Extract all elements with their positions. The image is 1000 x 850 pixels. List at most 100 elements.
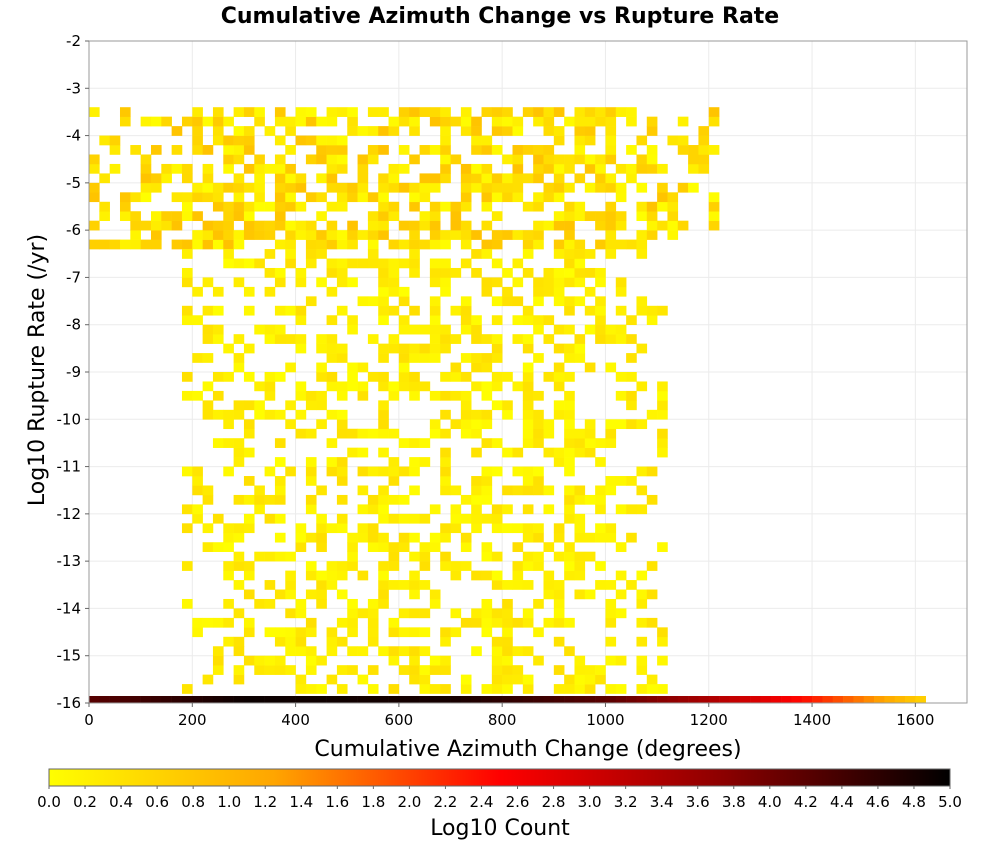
heatmap-cell [533, 296, 544, 307]
heatmap-cell [574, 523, 586, 534]
heatmap-cell [450, 523, 462, 534]
heatmap-cell [677, 116, 689, 127]
colorbar-tick-label: 4.4 [830, 793, 854, 811]
heatmap-cell [367, 249, 379, 259]
heatmap-cell [274, 551, 286, 562]
heatmap-cell [119, 116, 131, 127]
heatmap-cell [522, 334, 534, 344]
heatmap-cell [543, 580, 555, 590]
heatmap-cell [223, 154, 234, 165]
heatmap-cell [316, 362, 327, 373]
heatmap-cell [543, 267, 555, 278]
heatmap-cell [584, 305, 596, 316]
heatmap-cell [667, 211, 679, 221]
heatmap-cell [574, 665, 586, 675]
heatmap-cell [264, 324, 276, 335]
heatmap-cell [202, 220, 214, 231]
heatmap-cell [295, 182, 307, 193]
heatmap-cell [688, 154, 699, 165]
heatmap-cell [264, 220, 276, 231]
colorbar-tick-label: 2.0 [397, 793, 421, 811]
heatmap-cell [295, 116, 307, 127]
heatmap-cell [450, 211, 462, 221]
heatmap-cell [243, 589, 255, 600]
heatmap-cell [564, 220, 575, 231]
heatmap-cell [223, 409, 234, 420]
heatmap-cell [564, 447, 575, 458]
heatmap-cell [491, 674, 503, 685]
heatmap-cell [636, 343, 648, 354]
heatmap-cell [192, 390, 203, 401]
heatmap-cell [274, 324, 286, 335]
heatmap-cell [181, 305, 193, 316]
heatmap-cell [388, 494, 400, 505]
heatmap-cell [243, 372, 255, 382]
heatmap-cell [233, 447, 245, 458]
heatmap-cell [543, 107, 555, 117]
heatmap-cell [460, 182, 472, 193]
heatmap-cell [512, 296, 524, 307]
bottom-row-cell [502, 696, 513, 703]
heatmap-cell [553, 551, 565, 562]
heatmap-cell [605, 324, 617, 335]
heatmap-cell [574, 135, 586, 146]
heatmap-cell [233, 674, 245, 685]
heatmap-cell [212, 126, 224, 136]
heatmap-cell [336, 230, 348, 240]
heatmap-cell [150, 182, 162, 193]
heatmap-cell [595, 220, 606, 231]
heatmap-cell [305, 617, 317, 628]
heatmap-cell [574, 173, 586, 184]
heatmap-cell [212, 305, 224, 316]
heatmap-cell [305, 107, 317, 117]
heatmap-cell [450, 154, 462, 165]
heatmap-cell [347, 598, 358, 609]
heatmap-cell [574, 296, 586, 307]
heatmap-cell [398, 286, 410, 297]
heatmap-cell [243, 305, 255, 316]
heatmap-cell [636, 485, 648, 496]
heatmap-cell [357, 608, 369, 619]
bottom-row-cell [884, 696, 895, 703]
y-tick-label: -9 [66, 363, 81, 381]
heatmap-cell [533, 428, 544, 439]
heatmap-cell [543, 447, 555, 458]
heatmap-cell [502, 636, 513, 647]
heatmap-cell [378, 192, 389, 203]
heatmap-cell [243, 230, 255, 240]
heatmap-cell [533, 220, 544, 231]
heatmap-cell [429, 504, 441, 515]
bottom-row-cell [605, 696, 617, 703]
heatmap-cell [223, 523, 234, 534]
heatmap-cell [491, 116, 503, 127]
heatmap-cell [274, 438, 286, 448]
heatmap-cell [450, 362, 462, 373]
heatmap-cell [202, 324, 214, 335]
heatmap-cell [522, 674, 534, 685]
heatmap-cell [471, 267, 482, 278]
heatmap-cell [419, 551, 431, 562]
heatmap-cell [429, 305, 441, 316]
heatmap-cell [409, 608, 420, 619]
heatmap-cell [357, 390, 369, 401]
heatmap-cell [491, 145, 503, 155]
heatmap-cell [316, 655, 327, 666]
heatmap-cell [502, 107, 513, 117]
bottom-row-cell [553, 696, 565, 703]
heatmap-cell [419, 542, 431, 552]
heatmap-cell [409, 192, 420, 203]
heatmap-cell [491, 192, 503, 203]
heatmap-cell [574, 485, 586, 496]
heatmap-cell [502, 182, 513, 193]
heatmap-cell [564, 353, 575, 363]
heatmap-cell [450, 220, 462, 231]
heatmap-cell [574, 353, 586, 363]
heatmap-cell [615, 372, 627, 382]
heatmap-cell [254, 220, 265, 231]
heatmap-cell [409, 457, 420, 467]
heatmap-cell [553, 381, 565, 392]
colorbar-tick-label: 1.8 [361, 793, 385, 811]
heatmap-cell [419, 580, 431, 590]
heatmap-cell [254, 665, 265, 675]
heatmap-cell [285, 163, 296, 174]
